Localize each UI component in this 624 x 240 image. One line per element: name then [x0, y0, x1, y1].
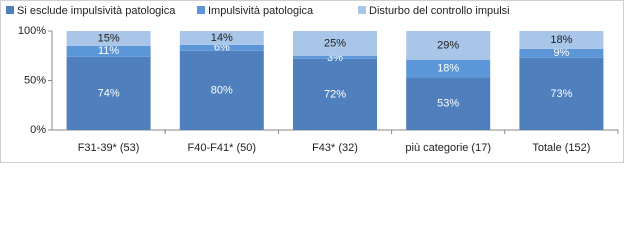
- bar-segment: [66, 31, 151, 46]
- data-label: 9%: [553, 47, 569, 59]
- bar-segment: [179, 44, 264, 51]
- legend-swatch: [197, 6, 205, 14]
- bar-segment: [179, 31, 264, 45]
- bar-segment: [293, 58, 377, 130]
- data-label: 74%: [98, 87, 120, 99]
- legend-swatch: [6, 6, 14, 14]
- legend-label: Disturbo del controllo impulsi: [369, 5, 510, 17]
- data-label: 72%: [324, 88, 346, 100]
- x-tick-label: F43* (32): [312, 142, 358, 154]
- data-label: 14%: [211, 32, 233, 44]
- data-label: 80%: [211, 84, 233, 96]
- data-label: 73%: [550, 88, 572, 100]
- y-tick-label: 100%: [18, 25, 46, 37]
- bar-segment: [179, 50, 264, 130]
- bar-segment: [406, 31, 491, 60]
- bar-segment: [293, 55, 377, 59]
- chart: Si esclude impulsività patologica Impulsi…: [0, 0, 624, 163]
- y-tick-label: 0%: [30, 124, 46, 136]
- bar-segment: [293, 31, 377, 56]
- legend-label: Si esclude impulsività patologica: [17, 5, 176, 17]
- data-label: 25%: [324, 37, 346, 49]
- data-label: 29%: [437, 39, 459, 51]
- x-tick-label: più categorie (17): [405, 142, 491, 154]
- bar-segment: [519, 57, 604, 131]
- x-tick-label: Totale (152): [532, 142, 590, 154]
- legend-label: Impulsività patologica: [208, 5, 314, 17]
- bar-segment: [519, 48, 604, 58]
- data-label: 11%: [98, 45, 119, 57]
- bar-segment: [406, 77, 491, 130]
- x-tick-label: F40-F41* (50): [188, 142, 256, 154]
- bar-segment: [66, 45, 151, 57]
- x-tick-label: F31-39* (53): [78, 142, 140, 154]
- data-label: 15%: [98, 32, 120, 44]
- data-label: 53%: [437, 98, 459, 110]
- data-label: 18%: [550, 34, 572, 46]
- bar-segment: [66, 56, 151, 130]
- legend-swatch: [358, 6, 366, 14]
- data-label: 18%: [437, 63, 459, 75]
- bar-segment: [406, 59, 491, 78]
- bar-segment: [519, 31, 604, 49]
- y-tick-label: 50%: [24, 74, 46, 86]
